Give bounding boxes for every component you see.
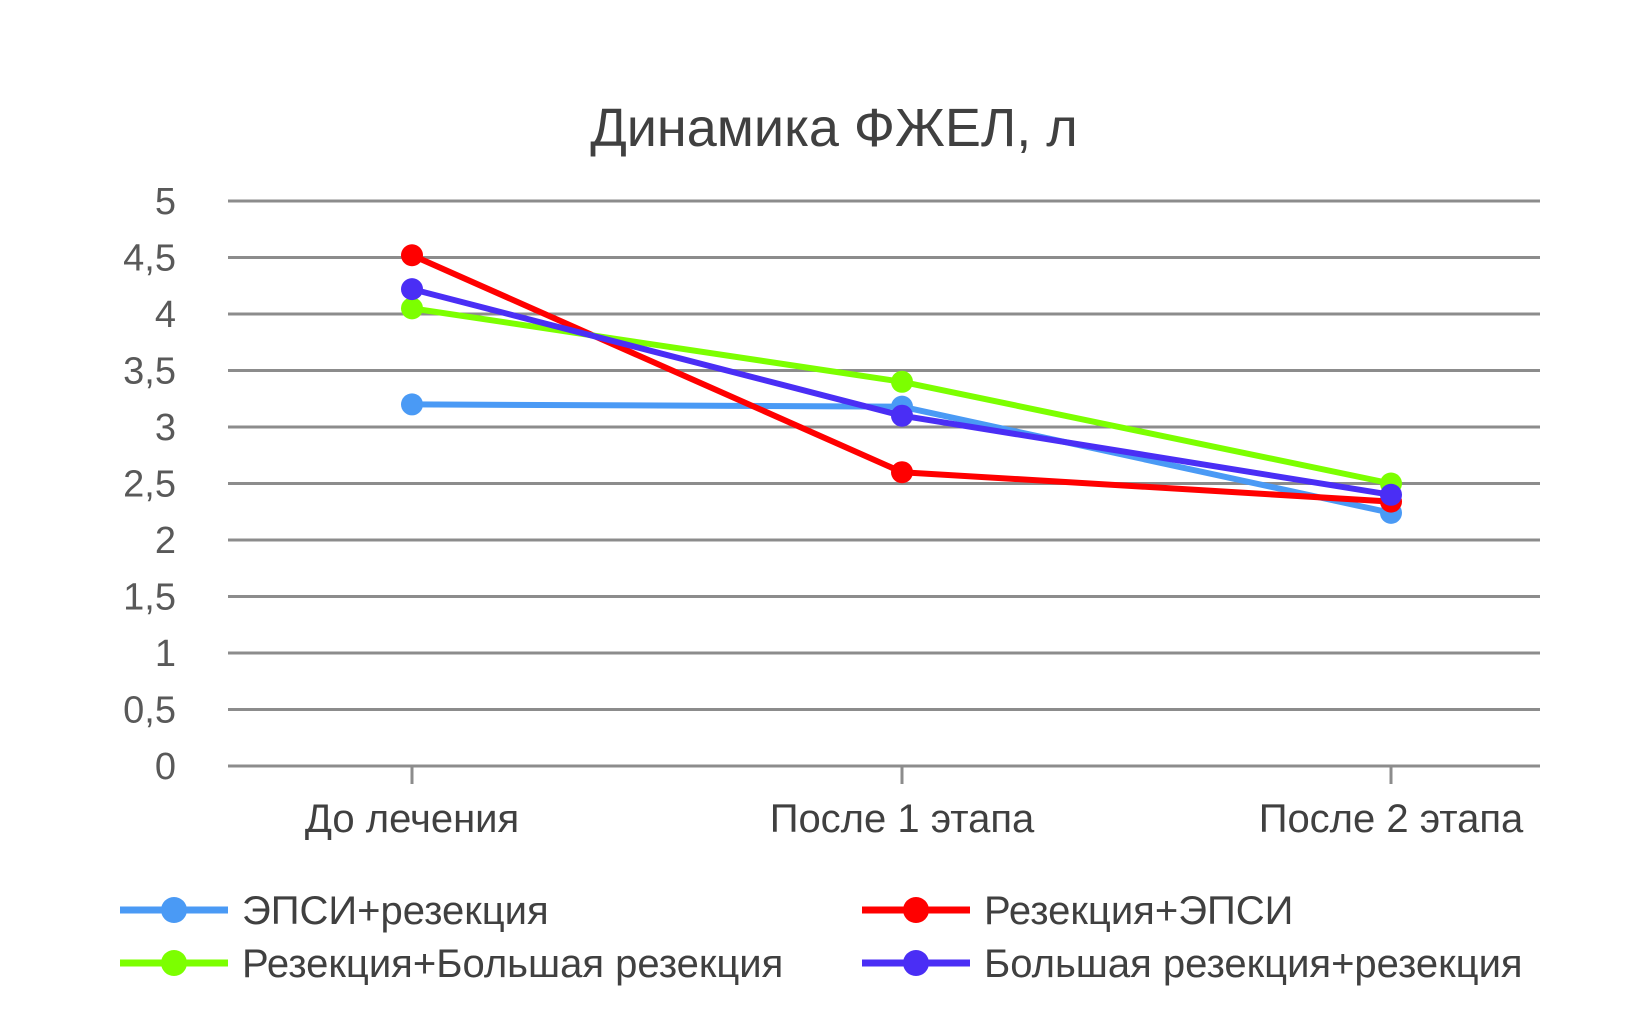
legend: ЭПСИ+резекция Резекция+ЭПСИ Резекция+Больш… xyxy=(120,889,1523,986)
y-tick-label: 4,5 xyxy=(123,238,176,280)
legend-item: Большая резекция+резекция xyxy=(862,942,1523,986)
legend-marker xyxy=(903,950,929,976)
legend-label: Большая резекция+резекция xyxy=(984,942,1523,986)
data-point xyxy=(401,278,423,301)
y-tick-label: 0,5 xyxy=(123,690,176,732)
legend-label: Резекция+ЭПСИ xyxy=(984,889,1293,933)
data-point xyxy=(891,404,913,427)
data-point xyxy=(401,297,423,320)
x-axis: До лечения После 1 этапа После 2 этапа xyxy=(305,766,1524,841)
legend-item: Резекция+Большая резекция xyxy=(120,942,783,986)
legend-marker xyxy=(161,897,187,923)
x-tick-label: До лечения xyxy=(305,797,519,841)
data-point xyxy=(401,244,423,267)
legend-label: ЭПСИ+резекция xyxy=(242,889,549,933)
y-tick-label: 5 xyxy=(155,181,176,223)
data-point xyxy=(891,461,913,484)
grid-lines xyxy=(228,199,1540,768)
y-tick-label: 1,5 xyxy=(123,577,176,619)
y-tick-label: 3,5 xyxy=(123,351,176,393)
legend-marker xyxy=(903,897,929,923)
x-tick-label: После 1 этапа xyxy=(770,797,1035,841)
y-tick-label: 0 xyxy=(155,746,176,788)
y-tick-label: 4 xyxy=(155,294,176,336)
legend-marker xyxy=(161,950,187,976)
y-tick-label: 2,5 xyxy=(123,464,176,506)
legend-item: Резекция+ЭПСИ xyxy=(862,889,1293,933)
legend-item: ЭПСИ+резекция xyxy=(120,889,549,933)
data-point xyxy=(891,370,913,393)
x-tick-label: После 2 этапа xyxy=(1259,797,1524,841)
series-3 xyxy=(401,278,1402,506)
y-axis: 0 0,5 1 1,5 2 2,5 3 3,5 4 4,5 5 xyxy=(123,181,176,788)
y-tick-label: 2 xyxy=(155,520,176,562)
y-tick-label: 3 xyxy=(155,407,176,449)
legend-label: Резекция+Большая резекция xyxy=(242,942,783,986)
series-lines xyxy=(401,244,1402,524)
data-point xyxy=(1380,483,1402,506)
data-point xyxy=(401,393,423,416)
y-tick-label: 1 xyxy=(155,633,176,675)
chart-title: Динамика ФЖЕЛ, л xyxy=(590,98,1078,158)
